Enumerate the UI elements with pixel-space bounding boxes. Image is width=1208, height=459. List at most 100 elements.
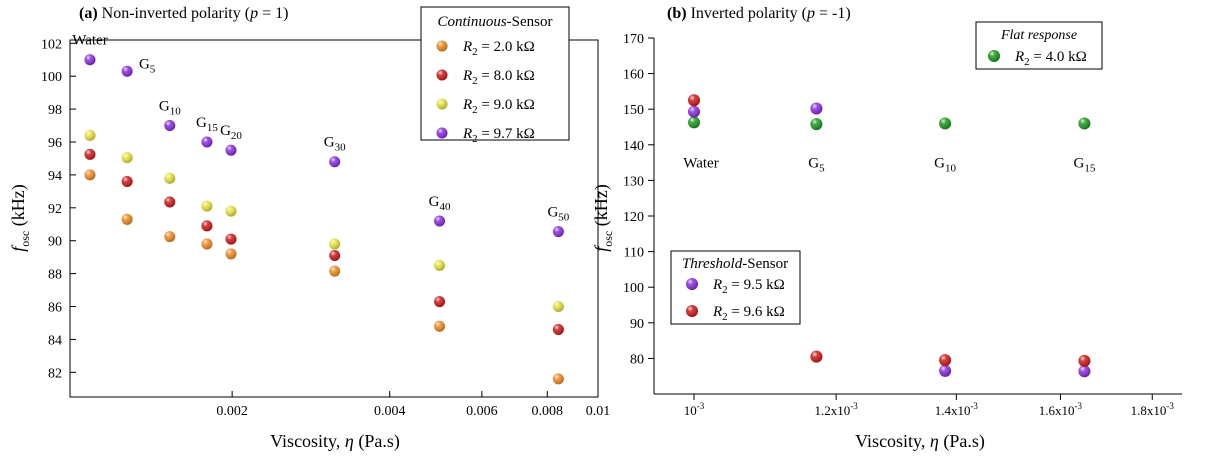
y-tick-label: 94: [48, 169, 62, 184]
data-point-a-series0: [201, 238, 213, 250]
annotation-label: G30: [324, 135, 346, 154]
legend-a-marker-gloss: [436, 127, 448, 139]
panel-a-x-axis: 0.002 0.004 0.006 0.008 0.01: [216, 391, 610, 419]
legend-b-marker-gloss: [988, 50, 1000, 62]
legend-b-marker-gloss: [686, 278, 698, 290]
y-tick-label: 82: [48, 366, 62, 381]
data-point-b-series2: [939, 354, 952, 367]
legend-a-marker: [436, 69, 448, 81]
data-point-b-series0-gloss: [939, 117, 952, 130]
data-point-a-series2: [121, 152, 133, 164]
data-point-a-series2-gloss: [121, 152, 133, 164]
annotation-label: G10: [159, 99, 181, 118]
x-tick-label: 1.8x10-3: [1131, 401, 1175, 418]
y-tick-label: 140: [623, 139, 644, 154]
data-point-a-series1: [201, 220, 213, 232]
y-tick-label: 102: [41, 37, 62, 52]
data-point-a-series0-gloss: [225, 248, 237, 260]
data-point-a-series1-gloss: [225, 233, 237, 245]
data-point-b-series1: [1078, 365, 1091, 378]
data-point-b-series1-gloss: [810, 102, 823, 115]
y-tick-label: 100: [41, 70, 62, 85]
annotation-label: G5: [139, 56, 156, 75]
legend-b-marker: [988, 50, 1000, 62]
panel-a-legend: Continuous-Sensor R2 = 2.0 kΩ R2 = 8.0 kΩ…: [420, 6, 570, 145]
data-point-a-series1: [121, 175, 133, 187]
data-point-a-series3: [434, 215, 446, 227]
annotation-label: G40: [429, 194, 451, 213]
data-point-a-series2: [164, 172, 176, 184]
data-point-a-series0-gloss: [201, 238, 213, 250]
panel-b-y-axis-label: fosc (kHz): [591, 184, 615, 252]
data-point-b-series2: [810, 350, 823, 363]
x-tick-label: 0.008: [532, 404, 564, 419]
annotation-label: G10: [934, 156, 956, 175]
data-point-a-series2: [552, 301, 564, 313]
data-point-b-series2-gloss: [687, 94, 700, 107]
y-tick-label: 160: [623, 68, 644, 83]
legend-a-marker: [436, 98, 448, 110]
y-tick-label: 170: [623, 32, 644, 47]
data-point-a-series0: [329, 265, 341, 277]
annotation-label: G50: [547, 205, 569, 224]
legend-a-marker-gloss: [436, 69, 448, 81]
chart-panel-a: (a) Non-inverted polarity (p = 1) 82 84 86…: [8, 5, 610, 452]
data-point-b-series0: [939, 117, 952, 130]
data-point-b-series1-gloss: [687, 105, 700, 118]
legend-a-marker: [436, 40, 448, 52]
data-point-a-series0-gloss: [84, 169, 96, 181]
x-tick-label: 0.006: [466, 404, 498, 419]
data-point-a-series3-gloss: [121, 65, 133, 77]
y-tick-label: 88: [48, 268, 62, 283]
panel-b-legend-threshold-title: Threshold-Sensor: [682, 256, 788, 272]
annotation-label: Water: [683, 156, 718, 172]
data-point-a-series1: [329, 250, 341, 262]
data-point-a-series3-gloss: [201, 136, 213, 148]
data-point-a-series2: [225, 205, 237, 217]
legend-a-entry: R2 = 9.0 kΩ: [462, 97, 535, 116]
panel-b-x-axis-label: Viscosity, η (Pa.s): [855, 431, 985, 452]
y-tick-label: 110: [624, 246, 644, 261]
annotation-label: G15: [196, 115, 218, 134]
y-tick-label: 84: [48, 333, 62, 348]
data-point-b-series0-gloss: [810, 118, 823, 131]
data-point-b-series1-gloss: [1078, 365, 1091, 378]
data-point-a-series1: [225, 233, 237, 245]
data-point-b-series0-gloss: [687, 116, 700, 129]
data-point-a-series1-gloss: [164, 196, 176, 208]
data-point-b-series0: [687, 116, 700, 129]
x-tick-label: 1.6x10-3: [1039, 401, 1083, 418]
x-tick-label: 0.004: [374, 404, 406, 419]
data-point-b-series0-gloss: [1078, 117, 1091, 130]
data-point-a-series2-gloss: [329, 238, 341, 250]
data-point-a-series3-gloss: [434, 215, 446, 227]
panel-a-legend-title: Continuous-Sensor: [437, 14, 552, 30]
y-tick-label: 90: [48, 235, 62, 250]
legend-a-entry: R2 = 2.0 kΩ: [462, 39, 535, 58]
x-tick-label: 0.01: [586, 404, 611, 419]
data-point-b-series2-gloss: [1078, 354, 1091, 367]
data-point-a-series2-gloss: [434, 259, 446, 271]
legend-a-entry: R2 = 9.7 kΩ: [462, 126, 535, 145]
data-point-a-series3: [225, 144, 237, 156]
data-point-a-series3: [84, 54, 96, 66]
panel-b-legend-flat-title: Flat response: [1000, 28, 1077, 43]
data-point-a-series2: [434, 259, 446, 271]
data-point-a-series0: [434, 320, 446, 332]
data-point-a-series1-gloss: [84, 148, 96, 160]
data-point-b-series1: [810, 102, 823, 115]
legend-a-entry: R2 = 8.0 kΩ: [462, 68, 535, 87]
annotation-label: G20: [220, 123, 242, 142]
data-point-a-series1-gloss: [329, 250, 341, 262]
y-tick-label: 98: [48, 103, 62, 118]
legend-b-marker-gloss: [686, 305, 698, 317]
data-point-b-series1-gloss: [939, 364, 952, 377]
data-point-a-series0-gloss: [164, 231, 176, 243]
legend-a-marker: [436, 127, 448, 139]
x-tick-label: 1.4x10-3: [935, 401, 979, 418]
y-tick-label: 96: [48, 136, 62, 151]
legend-a-marker-gloss: [436, 40, 448, 52]
data-point-a-series1: [552, 324, 564, 336]
data-point-a-series2: [201, 200, 213, 212]
